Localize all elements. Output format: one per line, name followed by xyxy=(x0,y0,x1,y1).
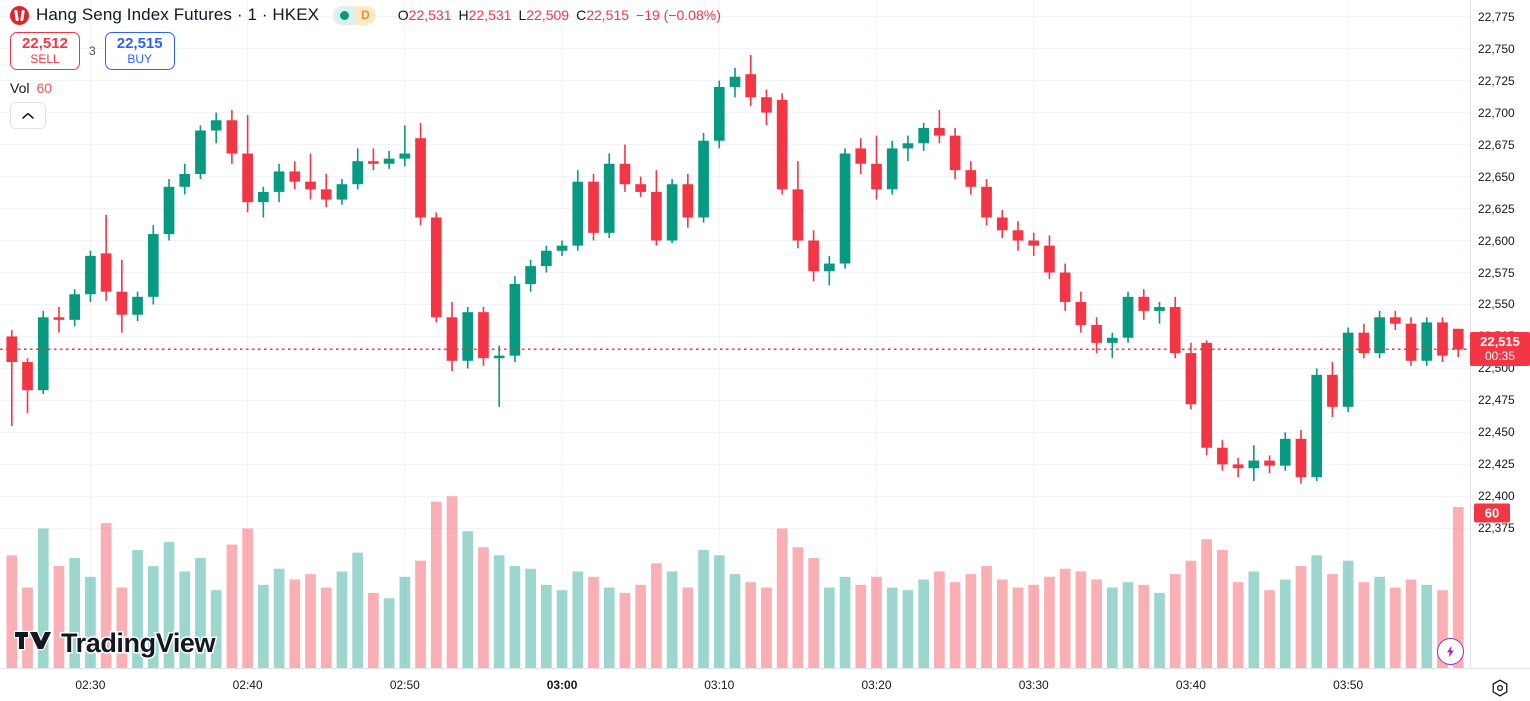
time-axis[interactable]: 02:30 02:40 02:50 03:00 03:10 03:20 03:30 03:40… xyxy=(0,668,1530,701)
buy-label: BUY xyxy=(127,52,153,66)
volume-badge[interactable]: 60 xyxy=(1474,503,1510,523)
volume-label: Vol xyxy=(10,80,30,96)
price-line-overlay xyxy=(0,348,1470,350)
collapse-pane-button[interactable] xyxy=(10,102,46,129)
bar-countdown: 00:35 xyxy=(1484,349,1516,364)
price-tick-label: 22,650 xyxy=(1478,169,1515,184)
spread-value: 3 xyxy=(89,44,96,58)
sell-price: 22,512 xyxy=(22,35,68,52)
price-tick-label: 22,625 xyxy=(1478,201,1515,216)
time-tick-label: 03:20 xyxy=(861,678,892,692)
crosshair-target-icon xyxy=(1492,679,1508,697)
price-tick-label: 22,375 xyxy=(1478,521,1515,536)
price-tick-label: 22,600 xyxy=(1478,233,1515,248)
price-tick-label: 22,575 xyxy=(1478,265,1515,280)
goto-realtime-button[interactable] xyxy=(1489,677,1511,699)
lightning-bolt-icon xyxy=(1447,645,1454,658)
price-tick-label: 22,475 xyxy=(1478,393,1515,408)
trade-buttons-row: 22,512 SELL 3 22,515 BUY xyxy=(10,32,721,70)
price-tick-label: 22,450 xyxy=(1478,425,1515,440)
price-tick-label: 22,775 xyxy=(1478,9,1515,24)
price-axis[interactable]: 22,775 22,750 22,725 22,700 22,675 22,650 22,6… xyxy=(1470,0,1530,701)
price-tick-label: 22,550 xyxy=(1478,297,1515,312)
candlestick-series xyxy=(6,55,1464,668)
volume-value: 60 xyxy=(36,80,53,96)
current-price-badge[interactable]: 22,515 00:35 xyxy=(1470,332,1530,367)
time-tick-label: 03:00 xyxy=(546,678,578,692)
price-tick-label: 22,700 xyxy=(1478,105,1515,120)
price-tick-label: 22,750 xyxy=(1478,41,1515,56)
volume-legend[interactable]: Vol 60 xyxy=(10,80,721,96)
chevron-up-icon xyxy=(22,112,34,119)
time-tick-label: 03:40 xyxy=(1175,678,1206,692)
price-tick-label: 22,400 xyxy=(1478,489,1515,504)
buy-button[interactable]: 22,515 BUY xyxy=(104,32,175,70)
time-tick-label: 02:30 xyxy=(75,678,106,692)
time-tick-label: 03:50 xyxy=(1333,678,1364,692)
sell-button[interactable]: 22,512 SELL xyxy=(10,32,80,70)
sell-label: SELL xyxy=(30,52,60,66)
time-tick-label: 03:30 xyxy=(1018,678,1049,692)
time-tick-label: 02:40 xyxy=(232,678,263,692)
time-tick-label: 03:10 xyxy=(704,678,735,692)
replay-lightning-button[interactable] xyxy=(1437,638,1464,665)
chart-plot-area[interactable] xyxy=(0,0,1470,668)
buy-price: 22,515 xyxy=(116,35,163,52)
price-tick-label: 22,425 xyxy=(1478,457,1515,472)
current-price-value: 22,515 xyxy=(1480,334,1520,350)
price-tick-label: 22,725 xyxy=(1478,73,1515,88)
price-tick-label: 22,675 xyxy=(1478,137,1515,152)
time-tick-label: 02:50 xyxy=(389,678,420,692)
